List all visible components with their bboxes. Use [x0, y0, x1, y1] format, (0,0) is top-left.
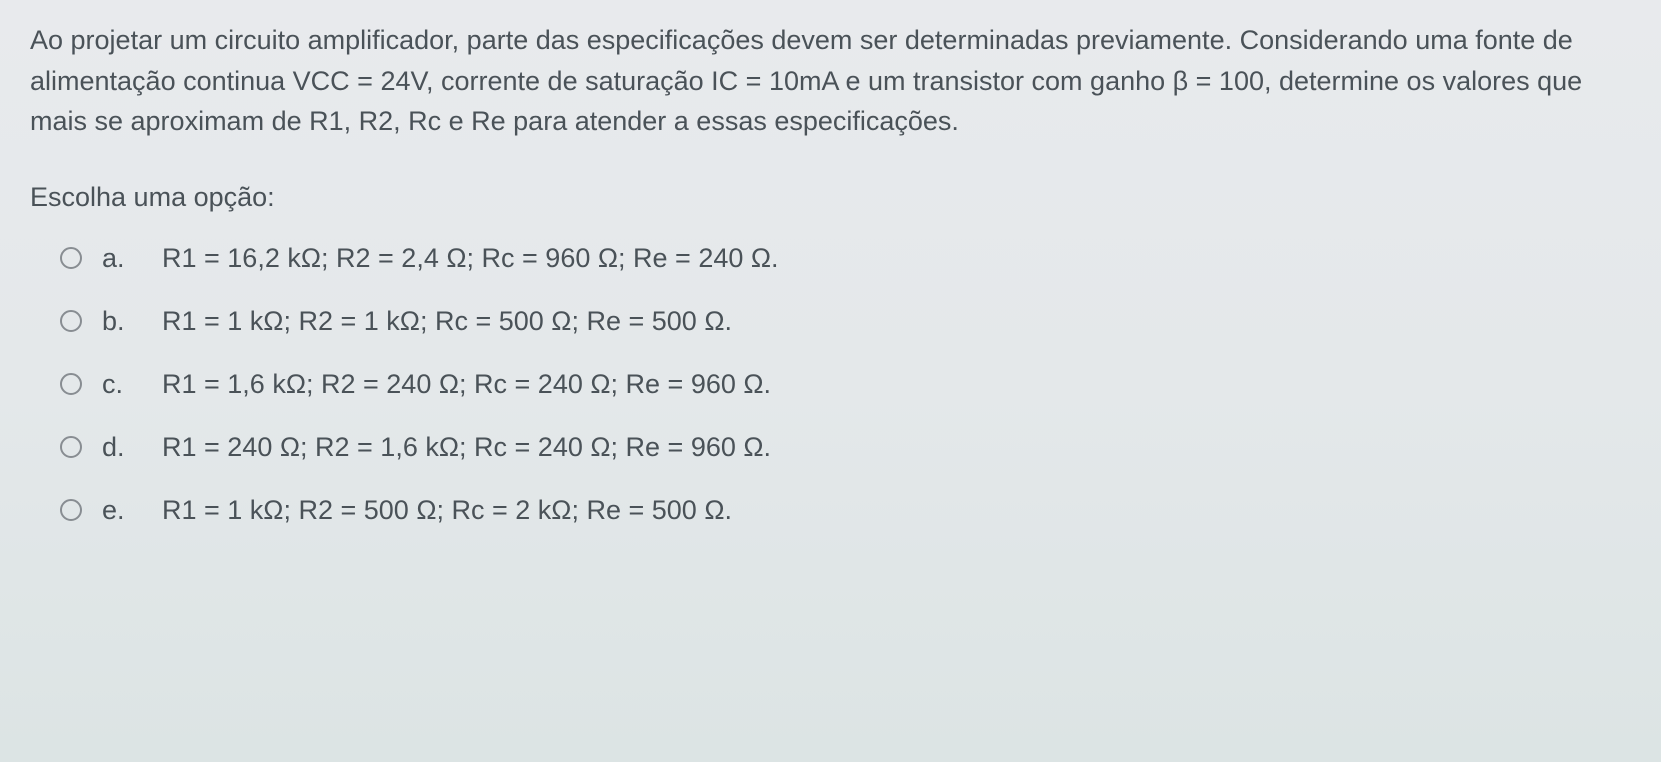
radio-button[interactable]	[60, 310, 82, 332]
option-text: R1 = 16,2 kΩ; R2 = 2,4 Ω; Rc = 960 Ω; Re…	[162, 243, 779, 274]
option-text: R1 = 1 kΩ; R2 = 1 kΩ; Rc = 500 Ω; Re = 5…	[162, 306, 732, 337]
option-row[interactable]: d. R1 = 240 Ω; R2 = 1,6 kΩ; Rc = 240 Ω; …	[60, 432, 1631, 463]
options-container: a. R1 = 16,2 kΩ; R2 = 2,4 Ω; Rc = 960 Ω;…	[30, 243, 1631, 526]
option-letter: e.	[102, 495, 142, 526]
option-text: R1 = 1 kΩ; R2 = 500 Ω; Rc = 2 kΩ; Re = 5…	[162, 495, 732, 526]
question-text: Ao projetar um circuito amplificador, pa…	[30, 20, 1631, 142]
radio-button[interactable]	[60, 499, 82, 521]
radio-button[interactable]	[60, 436, 82, 458]
option-text: R1 = 1,6 kΩ; R2 = 240 Ω; Rc = 240 Ω; Re …	[162, 369, 771, 400]
option-letter: a.	[102, 243, 142, 274]
option-row[interactable]: e. R1 = 1 kΩ; R2 = 500 Ω; Rc = 2 kΩ; Re …	[60, 495, 1631, 526]
option-letter: d.	[102, 432, 142, 463]
option-row[interactable]: a. R1 = 16,2 kΩ; R2 = 2,4 Ω; Rc = 960 Ω;…	[60, 243, 1631, 274]
option-letter: b.	[102, 306, 142, 337]
option-row[interactable]: c. R1 = 1,6 kΩ; R2 = 240 Ω; Rc = 240 Ω; …	[60, 369, 1631, 400]
option-text: R1 = 240 Ω; R2 = 1,6 kΩ; Rc = 240 Ω; Re …	[162, 432, 771, 463]
choose-option-label: Escolha uma opção:	[30, 182, 1631, 213]
option-letter: c.	[102, 369, 142, 400]
option-row[interactable]: b. R1 = 1 kΩ; R2 = 1 kΩ; Rc = 500 Ω; Re …	[60, 306, 1631, 337]
radio-button[interactable]	[60, 247, 82, 269]
radio-button[interactable]	[60, 373, 82, 395]
